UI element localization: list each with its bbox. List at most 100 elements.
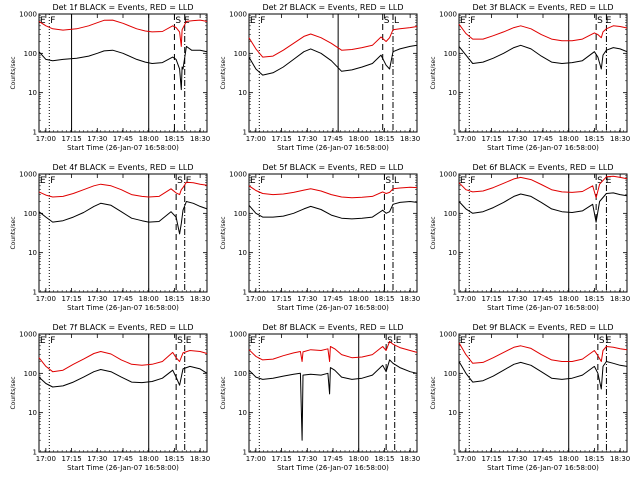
y-tick-label: 1000: [19, 171, 37, 179]
y-tick-label: 1000: [229, 331, 247, 339]
y-axis-label: Counts/sec: [430, 216, 437, 249]
x-tick-label: 17:15: [481, 455, 501, 463]
plot-frame: [248, 333, 418, 453]
y-tick-label: 1: [33, 129, 37, 137]
y-tick-label: 10: [238, 249, 247, 257]
chart-panel-9: Det 9f BLACK = Events, RED = LLD 17:00 17:…: [430, 323, 630, 472]
x-tick-label: 18:15: [584, 135, 604, 143]
y-axis-label: Counts/sec: [220, 376, 227, 409]
y-tick-label: 1: [243, 129, 247, 137]
series-events-line: [248, 359, 418, 441]
chart-title: Det 3f BLACK = Events, RED = LLD: [472, 3, 613, 12]
x-tick-label: 17:00: [36, 295, 56, 303]
series-lld-line: [458, 342, 628, 364]
series-events-line: [458, 361, 628, 390]
series-lld-line: [458, 175, 628, 199]
y-tick-label: 100: [24, 370, 37, 378]
plot-frame: [458, 173, 628, 293]
x-tick-label: 18:00: [559, 295, 579, 303]
chart-title: Det 1f BLACK = Events, RED = LLD: [52, 3, 193, 12]
x-tick-label: 17:15: [481, 295, 501, 303]
x-tick-label: 18:30: [610, 135, 630, 143]
x-tick-label: 17:30: [87, 295, 107, 303]
y-tick-label: 100: [234, 50, 247, 58]
series-events-line: [248, 201, 418, 220]
x-tick-label: 17:30: [507, 295, 527, 303]
y-axis-label: Counts/sec: [220, 216, 227, 249]
series-events-line: [38, 365, 208, 388]
y-axis-label: Counts/sec: [10, 216, 17, 249]
x-tick-label: 18:00: [139, 455, 159, 463]
plot-frame: [38, 173, 208, 293]
x-axis-label: Start Time (26-Jan-07 16:58:00): [277, 464, 389, 472]
plot-frame: [38, 333, 208, 453]
y-tick-label: 100: [444, 370, 457, 378]
chart-panel-4: Det 4f BLACK = Events, RED = LLD 17:00 17:…: [10, 163, 210, 312]
x-tick-label: 18:15: [374, 295, 394, 303]
interval-marker-label: L: [394, 16, 399, 26]
interval-marker-label: F: [260, 16, 265, 26]
x-tick-label: 17:15: [271, 135, 291, 143]
chart-panel-1: Det 1f BLACK = Events, RED = LLD 17:00 17:…: [10, 3, 210, 152]
x-tick-label: 18:00: [559, 455, 579, 463]
chart-panel-3: Det 3f BLACK = Events, RED = LLD 17:00 17:…: [430, 3, 630, 152]
y-axis-label: Counts/sec: [220, 56, 227, 89]
y-tick-label: 100: [444, 210, 457, 218]
chart-panel-2: Det 2f BLACK = Events, RED = LLD 17:00 17:…: [220, 3, 420, 152]
x-tick-label: 17:15: [61, 295, 81, 303]
x-tick-label: 18:15: [164, 295, 184, 303]
x-tick-label: 17:45: [113, 295, 133, 303]
series-lld-line: [248, 340, 418, 362]
chart-title: Det 9f BLACK = Events, RED = LLD: [472, 323, 613, 332]
interval-marker-label: S: [175, 16, 181, 26]
plot-frame: [458, 13, 628, 133]
x-tick-label: 18:00: [349, 135, 369, 143]
x-axis-label: Start Time (26-Jan-07 16:58:00): [67, 144, 179, 152]
y-tick-label: 1000: [19, 331, 37, 339]
interval-marker-label: E: [606, 176, 612, 186]
interval-marker-label: S: [177, 176, 183, 186]
series-events-line: [38, 201, 208, 235]
series-events-line: [458, 44, 628, 70]
series-lld-line: [38, 19, 208, 47]
x-tick-label: 17:45: [323, 295, 343, 303]
interval-marker-label: E: [186, 176, 192, 186]
x-tick-label: 18:30: [190, 455, 210, 463]
y-tick-label: 1: [453, 129, 457, 137]
y-tick-label: 10: [448, 89, 457, 97]
series-events-line: [458, 192, 628, 223]
x-tick-label: 17:30: [507, 135, 527, 143]
x-tick-label: 17:30: [507, 455, 527, 463]
plot-frame: [458, 333, 628, 453]
x-tick-label: 17:00: [246, 455, 266, 463]
y-tick-label: 1000: [229, 171, 247, 179]
series-lld-line: [248, 26, 418, 58]
series-events-line: [248, 44, 418, 76]
y-tick-label: 1: [453, 289, 457, 297]
x-tick-label: 17:00: [36, 135, 56, 143]
y-tick-label: 10: [448, 249, 457, 257]
x-tick-label: 18:00: [139, 295, 159, 303]
x-axis-label: Start Time (26-Jan-07 16:58:00): [487, 144, 599, 152]
chart-panel-5: Det 5f BLACK = Events, RED = LLD 17:00 17:…: [220, 163, 420, 312]
y-tick-label: 10: [238, 409, 247, 417]
x-tick-label: 17:30: [87, 135, 107, 143]
y-tick-label: 1000: [19, 11, 37, 19]
x-axis-label: Start Time (26-Jan-07 16:58:00): [277, 304, 389, 312]
interval-marker-label: E: [460, 16, 466, 26]
chart-title: Det 8f BLACK = Events, RED = LLD: [262, 323, 403, 332]
x-tick-label: 18:30: [610, 455, 630, 463]
y-tick-label: 1000: [439, 331, 457, 339]
y-tick-label: 1: [243, 289, 247, 297]
chart-panel-8: Det 8f BLACK = Events, RED = LLD 17:00 17:…: [220, 323, 420, 472]
x-tick-label: 18:00: [139, 135, 159, 143]
interval-marker-label: F: [260, 176, 265, 186]
interval-marker-label: E: [606, 16, 612, 26]
chart-title: Det 7f BLACK = Events, RED = LLD: [52, 323, 193, 332]
interval-marker-label: S: [177, 336, 183, 346]
x-tick-label: 18:15: [374, 455, 394, 463]
x-axis-label: Start Time (26-Jan-07 16:58:00): [277, 144, 389, 152]
y-tick-label: 1: [33, 449, 37, 457]
x-tick-label: 17:00: [246, 295, 266, 303]
